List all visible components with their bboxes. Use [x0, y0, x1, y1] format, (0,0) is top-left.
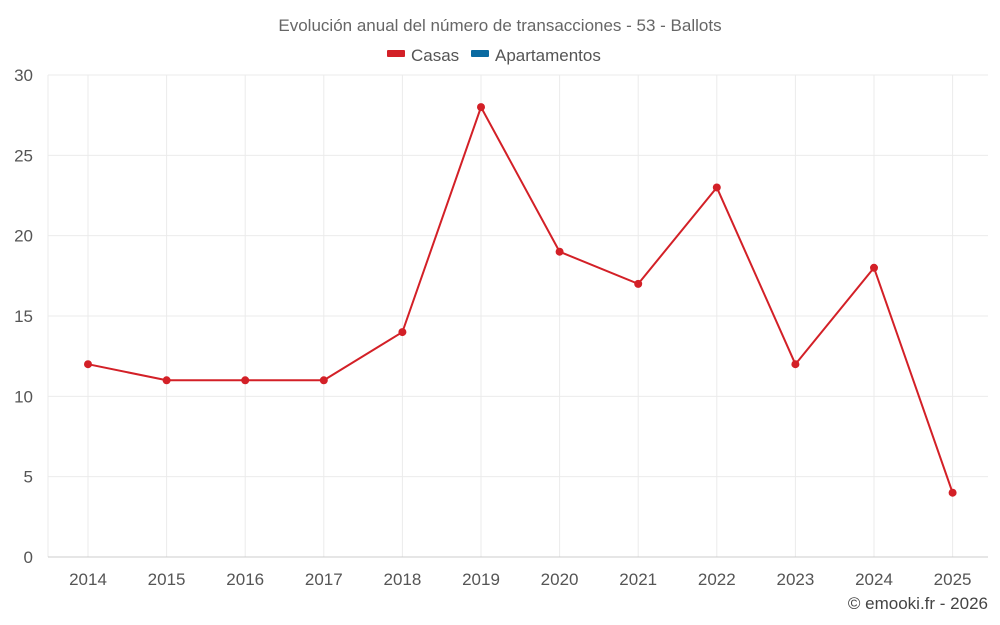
series: [84, 103, 957, 497]
data-point-casas[interactable]: [948, 488, 957, 497]
data-point-casas[interactable]: [712, 183, 721, 192]
x-tick-label: 2014: [69, 570, 107, 589]
grid: [47, 74, 988, 557]
y-tick-label: 25: [14, 146, 33, 165]
legend-label-casas: Casas: [411, 46, 459, 65]
legend-item-casas[interactable]: Casas: [387, 46, 459, 65]
data-point-casas[interactable]: [319, 376, 328, 385]
legend-swatch-apartamentos: [471, 50, 489, 57]
x-tick-label: 2020: [541, 570, 579, 589]
data-point-casas[interactable]: [398, 328, 407, 337]
legend[interactable]: Casas Apartamentos: [387, 46, 601, 65]
y-tick-label: 15: [14, 307, 33, 326]
legend-item-apartamentos[interactable]: Apartamentos: [471, 46, 601, 65]
y-tick-label: 0: [24, 548, 33, 567]
x-tick-label: 2019: [462, 570, 500, 589]
x-tick-label: 2023: [776, 570, 814, 589]
x-tick-label: 2017: [305, 570, 343, 589]
data-point-casas[interactable]: [241, 376, 250, 385]
legend-label-apartamentos: Apartamentos: [495, 46, 601, 65]
y-tick-label: 5: [24, 468, 33, 487]
credit-text: © emooki.fr - 2026: [848, 594, 988, 613]
x-tick-label: 2018: [383, 570, 421, 589]
x-tick-label: 2022: [698, 570, 736, 589]
data-point-casas[interactable]: [555, 247, 564, 256]
y-tick-label: 30: [14, 66, 33, 85]
y-tick-label: 10: [14, 387, 33, 406]
data-point-casas[interactable]: [84, 360, 92, 369]
chart-title: Evolución anual del número de transaccio…: [278, 16, 721, 35]
data-point-casas[interactable]: [162, 376, 171, 385]
x-tick-label: 2025: [934, 570, 972, 589]
data-point-casas[interactable]: [870, 263, 878, 272]
legend-swatch-casas: [387, 50, 405, 57]
x-tick-label: 2021: [619, 570, 657, 589]
y-tick-label: 20: [14, 227, 33, 246]
x-tick-label: 2016: [226, 570, 264, 589]
data-point-casas[interactable]: [477, 103, 485, 112]
x-tick-label: 2024: [855, 570, 893, 589]
data-point-casas[interactable]: [634, 279, 643, 288]
data-point-casas[interactable]: [791, 360, 800, 369]
x-tick-label: 2015: [148, 570, 186, 589]
series-line-casas: [87, 106, 954, 494]
